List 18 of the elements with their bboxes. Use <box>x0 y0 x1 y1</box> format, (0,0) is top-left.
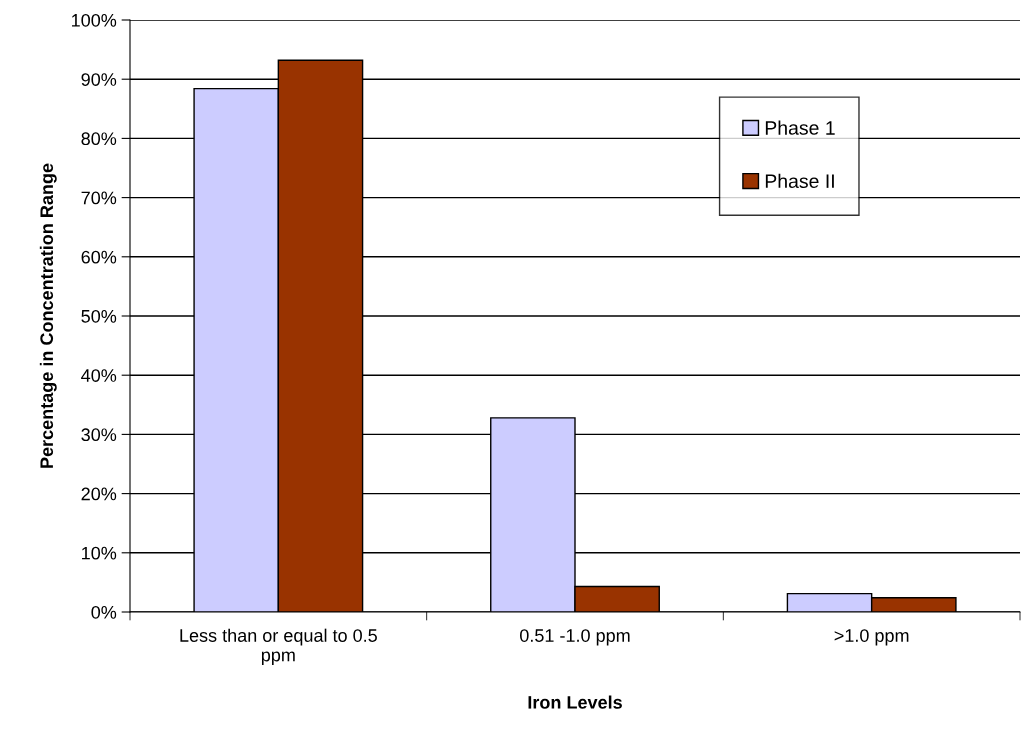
y-tick-label: 50% <box>81 309 117 323</box>
y-tick-label: 60% <box>81 250 117 264</box>
y-tick-label: 90% <box>81 73 117 86</box>
y-tick-label: 20% <box>81 487 117 501</box>
y-axis-title: Percentage in Concentration Range <box>39 163 57 468</box>
y-tick-label: 0% <box>91 605 117 619</box>
y-tick-label: 30% <box>81 428 117 442</box>
y-tick-label: 40% <box>81 369 117 382</box>
y-tick-label: 80% <box>81 132 117 146</box>
x-tick-label: >1.0 ppm <box>834 629 909 646</box>
x-tick-label: 0.51 -1.0 ppm <box>520 629 630 646</box>
x-tick-label: Less than or equal to 0.5 ppm <box>180 628 377 665</box>
legend-label: Phase 1 <box>765 120 835 135</box>
x-axis-title: Iron Levels <box>528 695 622 709</box>
y-tick-label: 70% <box>81 191 117 205</box>
y-tick-label: 10% <box>82 546 117 560</box>
y-tick-label: 100% <box>72 13 117 27</box>
legend-label: Phase II <box>765 173 834 189</box>
